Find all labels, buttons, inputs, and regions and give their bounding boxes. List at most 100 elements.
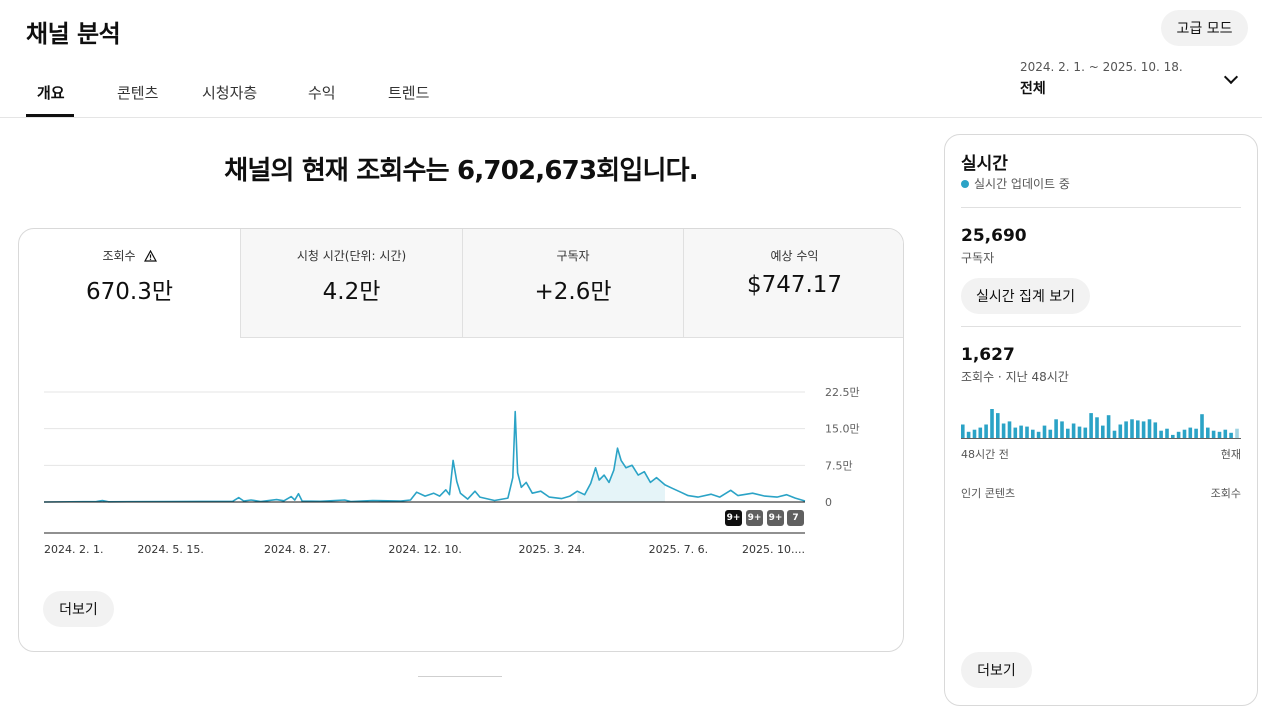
realtime-bar[interactable] xyxy=(1194,428,1198,439)
realtime-bar[interactable] xyxy=(1188,427,1193,439)
active-tab-indicator xyxy=(26,114,74,117)
realtime-bar[interactable] xyxy=(1095,417,1099,439)
realtime-bar[interactable] xyxy=(1089,413,1093,439)
realtime-bar[interactable] xyxy=(1223,429,1228,439)
realtime-bar[interactable] xyxy=(1200,414,1204,439)
realtime-views-value: 1,627 xyxy=(961,345,1015,365)
warning-triangle-icon[interactable] xyxy=(143,249,157,262)
advanced-mode-button[interactable]: 고급 모드 xyxy=(1161,10,1248,46)
tab-audience[interactable]: 시청자층 xyxy=(202,84,258,102)
realtime-bar[interactable] xyxy=(1176,431,1181,439)
top-content-metric: 조회수 xyxy=(1210,487,1241,500)
event-badge[interactable]: 9+ xyxy=(746,510,763,526)
metric-label: 예상 수익 xyxy=(770,249,819,263)
metric-label: 시청 시간(단위: 시간) xyxy=(296,249,407,263)
realtime-bar[interactable] xyxy=(1229,432,1233,439)
realtime-bar[interactable] xyxy=(1019,425,1023,439)
realtime-status-text: 실시간 업데이트 중 xyxy=(974,177,1070,191)
realtime-bar[interactable] xyxy=(996,413,1000,439)
metric-tab-watch-time[interactable]: 시청 시간(단위: 시간) 4.2만 xyxy=(240,229,462,338)
realtime-bar[interactable] xyxy=(1211,430,1216,439)
realtime-bar[interactable] xyxy=(1101,425,1105,439)
realtime-bar[interactable] xyxy=(1159,430,1163,439)
realtime-card: 실시간 실시간 업데이트 중 25,690 구독자 실시간 집계 보기 1,62… xyxy=(944,134,1258,706)
date-range-text: 2024. 2. 1. ~ 2025. 10. 18. xyxy=(1020,60,1183,74)
realtime-bar[interactable] xyxy=(1182,429,1187,439)
realtime-bar[interactable] xyxy=(1025,426,1029,439)
realtime-bar[interactable] xyxy=(1124,421,1128,439)
divider xyxy=(961,207,1241,208)
realtime-bar[interactable] xyxy=(1031,429,1035,439)
y-tick-label: 15.0만 xyxy=(825,423,860,436)
realtime-bar-chart[interactable] xyxy=(961,403,1241,439)
realtime-bar[interactable] xyxy=(1042,425,1047,439)
date-range-label: 전체 xyxy=(1020,81,1046,97)
header-divider xyxy=(0,117,1262,118)
realtime-bar[interactable] xyxy=(1001,423,1006,440)
realtime-more-button[interactable]: 더보기 xyxy=(961,652,1032,688)
realtime-count-button[interactable]: 실시간 집계 보기 xyxy=(961,278,1090,314)
tab-revenue[interactable]: 수익 xyxy=(308,84,336,102)
realtime-bar[interactable] xyxy=(990,409,994,439)
divider xyxy=(961,326,1241,327)
x-tick-label: 2024. 2. 1. xyxy=(44,543,103,556)
realtime-status: 실시간 업데이트 중 xyxy=(961,175,1070,192)
realtime-bar[interactable] xyxy=(1217,431,1222,439)
metric-tab-subscribers[interactable]: 구독자 +2.6만 xyxy=(462,229,683,338)
y-tick-label: 7.5만 xyxy=(825,459,853,472)
realtime-bar[interactable] xyxy=(1036,431,1041,439)
scroll-indicator xyxy=(418,676,502,677)
realtime-bar[interactable] xyxy=(1112,430,1117,439)
realtime-axis-end: 현재 xyxy=(1220,448,1241,461)
realtime-bar[interactable] xyxy=(978,427,983,439)
metric-value: 670.3만 xyxy=(85,279,173,305)
x-tick-label: 2024. 5. 15. xyxy=(137,543,203,556)
realtime-bar[interactable] xyxy=(1147,419,1152,439)
event-badge[interactable]: 7 xyxy=(787,510,804,526)
realtime-bar[interactable] xyxy=(1007,421,1012,439)
realtime-bar[interactable] xyxy=(1235,428,1239,439)
tab-content[interactable]: 콘텐츠 xyxy=(117,84,159,102)
y-tick-label: 0 xyxy=(825,496,832,509)
realtime-bar[interactable] xyxy=(1048,429,1053,439)
x-tick-label: 2024. 8. 27. xyxy=(264,543,330,556)
realtime-bar[interactable] xyxy=(1118,424,1123,440)
event-badge[interactable]: 9+ xyxy=(725,510,742,526)
series-area xyxy=(577,448,665,502)
x-tick-label: 2024. 12. 10. xyxy=(388,543,461,556)
realtime-bar[interactable] xyxy=(966,431,971,439)
realtime-bar[interactable] xyxy=(1171,434,1175,439)
realtime-bar[interactable] xyxy=(1136,420,1140,439)
realtime-bar[interactable] xyxy=(972,429,977,439)
realtime-bar[interactable] xyxy=(1071,423,1076,440)
x-tick-label: 2025. 7. 6. xyxy=(649,543,708,556)
realtime-subscribers-value: 25,690 xyxy=(961,226,1027,246)
metric-label: 구독자 xyxy=(556,249,590,263)
realtime-bar[interactable] xyxy=(1013,427,1018,439)
event-badge[interactable]: 9+ xyxy=(767,510,784,526)
x-tick-label: 2025. 3. 24. xyxy=(518,543,584,556)
realtime-bar[interactable] xyxy=(1206,427,1210,439)
y-tick-label: 22.5만 xyxy=(825,386,860,399)
realtime-bar[interactable] xyxy=(1060,421,1064,439)
realtime-bar[interactable] xyxy=(1130,419,1134,439)
more-button[interactable]: 더보기 xyxy=(43,591,114,627)
views-line-chart[interactable]: 22.5만 15.0만 7.5만 0 2024. 2. 1. 2024. 5. 15. 20… xyxy=(19,359,904,569)
realtime-bar[interactable] xyxy=(984,424,988,440)
page-title: 채널 분석 xyxy=(26,20,121,48)
series-line xyxy=(43,410,806,503)
tab-trends[interactable]: 트렌드 xyxy=(388,84,430,102)
realtime-bar[interactable] xyxy=(1054,419,1058,439)
realtime-bar[interactable] xyxy=(1083,427,1088,439)
date-range-picker[interactable]: 2024. 2. 1. ~ 2025. 10. 18. 전체 xyxy=(1020,60,1250,104)
realtime-bar[interactable] xyxy=(1153,422,1158,439)
realtime-bar[interactable] xyxy=(961,424,965,440)
realtime-bar[interactable] xyxy=(1141,421,1146,439)
metric-tab-views[interactable]: 조회수 670.3만 xyxy=(19,229,240,338)
metric-tab-revenue[interactable]: 예상 수익 $747.17 xyxy=(683,229,903,338)
realtime-bar[interactable] xyxy=(1165,428,1169,439)
realtime-bar[interactable] xyxy=(1066,428,1070,439)
tab-overview[interactable]: 개요 xyxy=(37,84,65,102)
realtime-bar[interactable] xyxy=(1106,415,1111,439)
realtime-bar[interactable] xyxy=(1077,426,1082,439)
